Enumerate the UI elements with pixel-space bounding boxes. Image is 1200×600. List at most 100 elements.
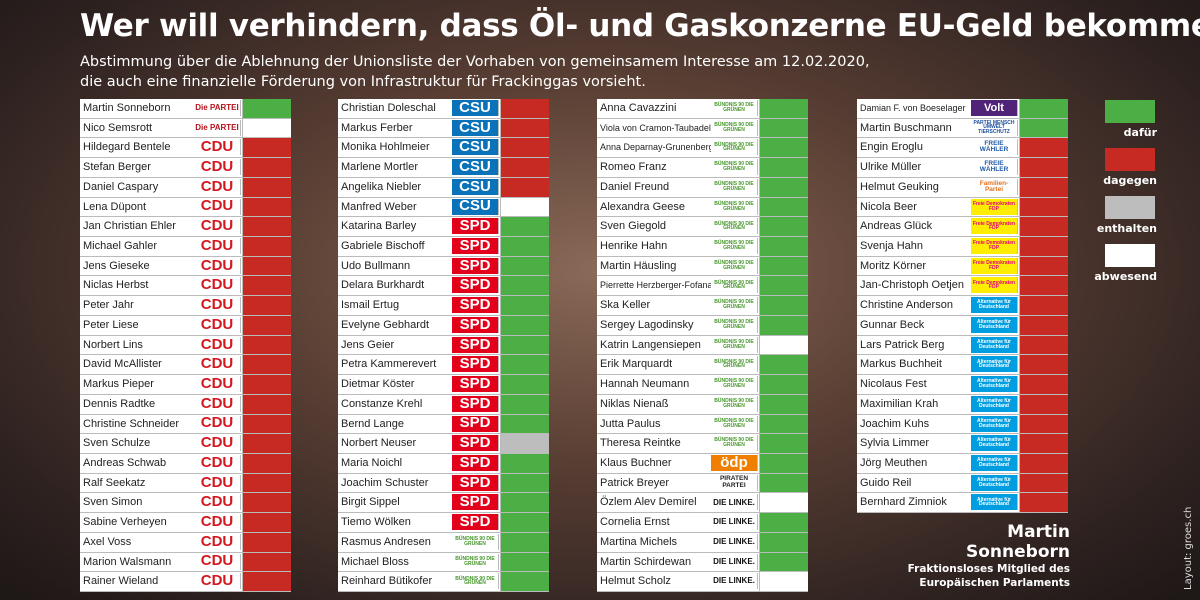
legend-label: abwesend — [1094, 270, 1157, 283]
member-row: Pierrette Herzberger-Fofana BÜNDNIS 90 DI… — [597, 276, 808, 297]
member-row: Joachim Kuhs Alternative für Deutschland — [857, 414, 1068, 435]
party-logo: BÜNDNIS 90 DIE GRÜNEN — [711, 336, 758, 353]
party-logo: CDU — [194, 336, 241, 353]
vote-cell — [1019, 197, 1068, 217]
vote-cell — [1019, 177, 1068, 197]
member-row: Jens Geier SPD — [338, 335, 549, 356]
vote-cell — [1019, 394, 1068, 414]
party-logo: Alternative für Deutschland — [971, 376, 1018, 393]
party-logo: Die PARTEI — [194, 119, 241, 136]
footer-name: Martin Sonneborn — [966, 522, 1070, 562]
member-row: Sven Simon CDU — [80, 493, 291, 514]
party-logo: Familien-Partei — [971, 178, 1018, 195]
party-logo: DIE LINKE. — [711, 494, 758, 511]
party-logo: Alternative für Deutschland — [971, 356, 1018, 373]
vote-cell — [242, 158, 291, 177]
member-row: Markus Ferber CSU — [338, 118, 549, 139]
vote-cell — [500, 434, 549, 453]
party-logo: Alternative für Deutschland — [971, 415, 1018, 432]
member-row: Dennis Radtke CDU — [80, 394, 291, 415]
vote-cell — [1019, 473, 1068, 493]
party-logo: Freie Demokraten FDP — [971, 198, 1018, 215]
party-logo: Alternative für Deutschland — [971, 297, 1018, 314]
party-logo: SPD — [452, 218, 499, 235]
member-row: Markus Buchheit Alternative für Deutschla… — [857, 355, 1068, 376]
party-logo: BÜNDNIS 90 DIE GRÜNEN — [711, 238, 758, 255]
party-logo: CDU — [194, 376, 241, 393]
member-row: Michael Gahler CDU — [80, 237, 291, 257]
party-logo: BÜNDNIS 90 DIE GRÜNEN — [711, 218, 758, 235]
member-name: Monika Hohlmeier — [341, 141, 430, 154]
member-name: Manfred Weber — [341, 200, 417, 213]
vote-cell — [759, 158, 808, 177]
member-name: Erik Marquardt — [600, 358, 673, 371]
member-name: Norbert Neuser — [341, 437, 417, 450]
member-row: Manfred Weber CSU — [338, 197, 549, 218]
vote-cell — [500, 532, 549, 552]
vote-cell — [242, 513, 291, 532]
party-logo: SPD — [452, 435, 499, 452]
vote-cell — [759, 493, 808, 513]
member-row: Sabine Verheyen CDU — [80, 513, 291, 533]
vote-cell — [1019, 434, 1068, 453]
member-name: Angelika Niebler — [341, 180, 422, 193]
member-row: Stefan Berger CDU — [80, 158, 291, 178]
member-name: Marlene Mortler — [341, 161, 419, 174]
member-row: Delara Burkhardt SPD — [338, 276, 549, 297]
party-logo: BÜNDNIS 90 DIE GRÜNEN — [711, 139, 758, 156]
member-row: Sergey Lagodinsky BÜNDNIS 90 DIE GRÜNEN — [597, 315, 808, 336]
member-row: Katarina Barley SPD — [338, 217, 549, 238]
vote-cell — [759, 473, 808, 493]
vote-cell — [759, 276, 808, 296]
member-row: Andreas Schwab CDU — [80, 453, 291, 474]
vote-cell — [1019, 256, 1068, 276]
vote-cell — [759, 315, 808, 335]
member-name: Romeo Franz — [600, 161, 667, 174]
vote-cell — [1019, 237, 1068, 256]
member-row: Petra Kammerevert SPD — [338, 355, 549, 376]
vote-cell — [759, 217, 808, 237]
member-name: Jan Christian Ehler — [83, 220, 176, 233]
vote-cell — [759, 296, 808, 315]
vote-cell — [500, 552, 549, 572]
subtitle: die auch eine finanzielle Förderung von … — [80, 74, 646, 90]
member-row: Guido Reil Alternative für Deutschland — [857, 473, 1068, 494]
member-name: Axel Voss — [83, 535, 132, 548]
member-row: Svenja Hahn Freie Demokraten FDP — [857, 237, 1068, 257]
member-name: Pierrette Herzberger-Fofana — [600, 280, 713, 291]
member-name: Anna Cavazzini — [600, 102, 677, 114]
party-logo: Die PARTEI — [194, 100, 241, 116]
member-name: Damian F. von Boeselager — [860, 103, 966, 113]
member-row: Markus Pieper CDU — [80, 375, 291, 395]
member-row: Jens Gieseke CDU — [80, 256, 291, 277]
vote-cell — [759, 335, 808, 355]
party-logo: BÜNDNIS 90 DIE GRÜNEN — [711, 376, 758, 393]
vote-cell — [1019, 315, 1068, 335]
member-row: Udo Bullmann SPD — [338, 256, 549, 277]
party-logo: SPD — [452, 356, 499, 373]
vote-cell — [1019, 453, 1068, 473]
vote-cell — [500, 177, 549, 197]
party-logo: SPD — [452, 376, 499, 393]
vote-cell — [500, 118, 549, 138]
vote-cell — [759, 453, 808, 473]
party-logo: CDU — [194, 277, 241, 294]
member-row: Klaus Buchner ödp — [597, 453, 808, 474]
member-name: Sergey Lagodinsky — [600, 318, 694, 331]
party-logo: BÜNDNIS 90 DIE GRÜNEN — [711, 119, 758, 136]
subtitle: Abstimmung über die Ablehnung der Unions… — [80, 54, 870, 70]
legend-swatch — [1105, 244, 1155, 267]
party-logo: CDU — [194, 139, 241, 156]
party-logo: SPD — [452, 277, 499, 294]
member-name: Andreas Schwab — [83, 456, 167, 469]
member-name: Christine Anderson — [860, 299, 953, 312]
vote-cell — [242, 118, 291, 138]
member-name: Nicola Beer — [860, 200, 917, 213]
party-logo: SPD — [452, 395, 499, 412]
vote-cell — [1019, 335, 1068, 355]
vote-cell — [759, 434, 808, 453]
member-name: Viola von Cramon-Taubadel — [600, 122, 711, 133]
vote-cell — [1019, 276, 1068, 296]
vote-cell — [759, 414, 808, 434]
